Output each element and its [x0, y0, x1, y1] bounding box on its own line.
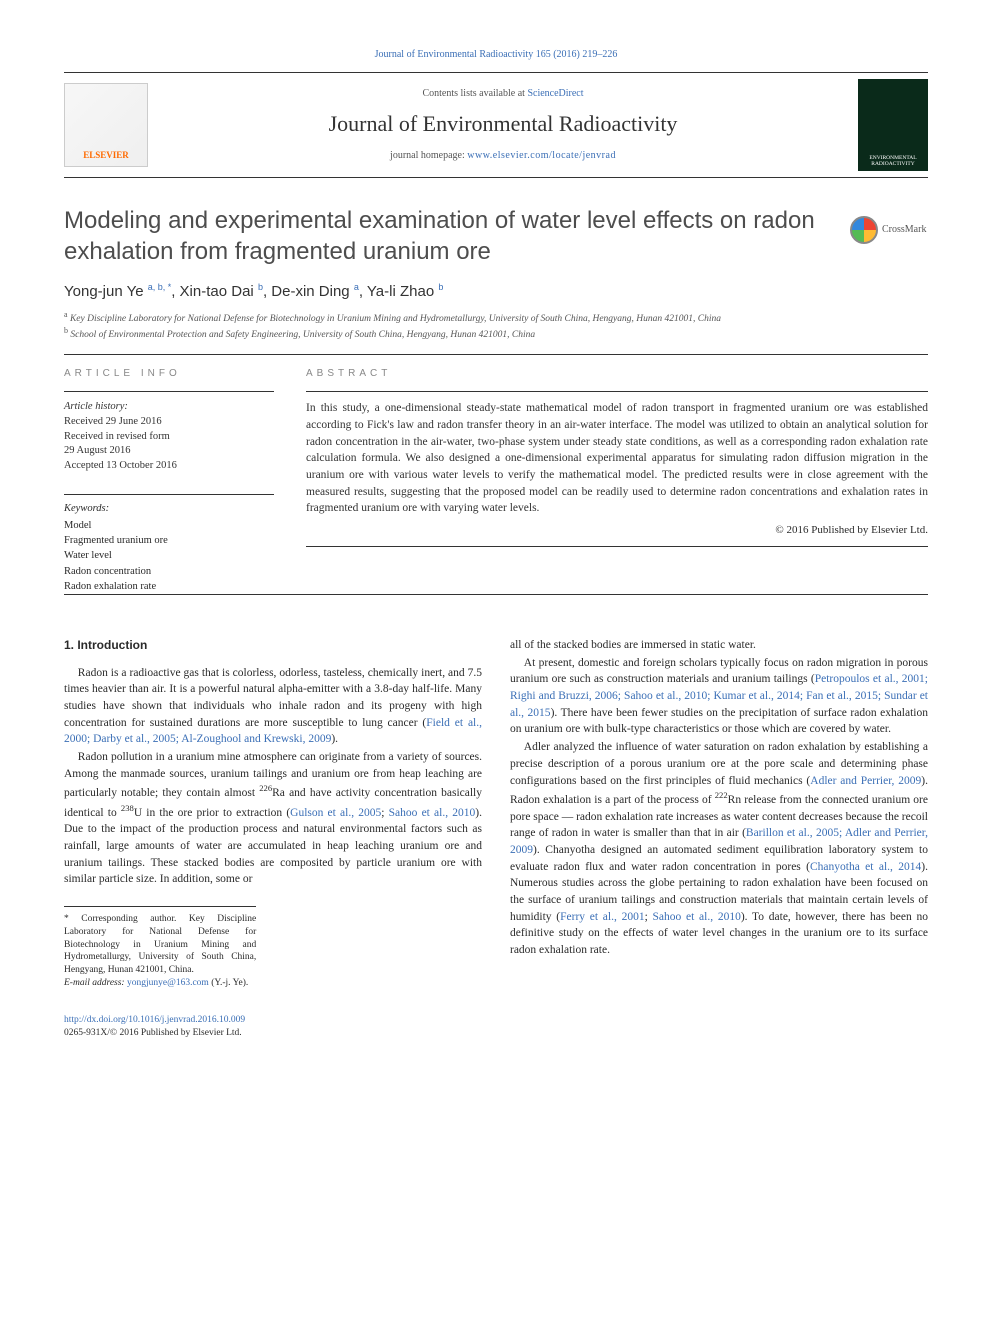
running-head: Journal of Environmental Radioactivity 1… — [64, 48, 928, 62]
history-block: Article history: Received 29 June 2016 R… — [64, 400, 274, 473]
issn-line: 0265-931X/© 2016 Published by Elsevier L… — [64, 1028, 242, 1038]
affiliations: a a Key Discipline Laboratory for Nation… — [64, 310, 928, 342]
doi-block: http://dx.doi.org/10.1016/j.jenvrad.2016… — [64, 1014, 482, 1040]
keyword: Water level — [64, 548, 274, 563]
crossmark-label: CrossMark — [882, 223, 926, 237]
keywords-label: Keywords: — [64, 501, 274, 516]
masthead-center: Contents lists available at ScienceDirec… — [148, 87, 858, 164]
citation-link[interactable]: Sahoo et al., 2010 — [653, 911, 741, 923]
crossmark-icon — [850, 216, 878, 244]
journal-homepage-link[interactable]: www.elsevier.com/locate/jenvrad — [467, 150, 616, 161]
citation-link[interactable]: Sahoo et al., 2010 — [389, 807, 476, 819]
history-line: Received 29 June 2016 — [64, 415, 274, 430]
citation-link[interactable]: Adler and Perrier, 2009 — [810, 775, 921, 787]
contents-prefix: Contents lists available at — [422, 88, 527, 99]
abstract: ABSTRACT In this study, a one-dimensiona… — [306, 367, 928, 594]
sciencedirect-link[interactable]: ScienceDirect — [527, 88, 583, 99]
paragraph: Radon is a radioactive gas that is color… — [64, 665, 482, 748]
history-line: Accepted 13 October 2016 — [64, 459, 274, 474]
email-link[interactable]: yongjunye@163.com — [127, 978, 209, 988]
keywords-block: Keywords: Model Fragmented uranium ore W… — [64, 494, 274, 594]
divider — [306, 546, 928, 547]
footnotes: * Corresponding author. Key Discipline L… — [64, 906, 256, 990]
crossmark-badge[interactable]: CrossMark — [850, 210, 928, 250]
title-block: Modeling and experimental examination of… — [64, 206, 928, 267]
paragraph: all of the stacked bodies are immersed i… — [510, 637, 928, 654]
author-list: Yong-jun Ye a, b, *, Xin-tao Dai b, De-x… — [64, 281, 928, 302]
article-title: Modeling and experimental examination of… — [64, 206, 844, 267]
section-heading: 1. Introduction — [64, 637, 482, 654]
keyword: Radon concentration — [64, 564, 274, 579]
article-info: ARTICLE INFO Article history: Received 2… — [64, 367, 274, 594]
affiliation: b b School of Environmental Protection a… — [64, 326, 928, 342]
article-info-heading: ARTICLE INFO — [64, 367, 274, 381]
publisher-logo-text: ELSEVIER — [83, 149, 129, 162]
divider — [64, 494, 274, 495]
divider — [64, 354, 928, 355]
homepage-prefix: journal homepage: — [390, 150, 467, 161]
keyword: Model — [64, 518, 274, 533]
info-abstract-row: ARTICLE INFO Article history: Received 2… — [64, 367, 928, 594]
history-line: 29 August 2016 — [64, 444, 274, 459]
journal-cover: ENVIRONMENTAL RADIOACTIVITY — [858, 79, 928, 171]
abstract-heading: ABSTRACT — [306, 367, 928, 381]
history-label: Article history: — [64, 400, 274, 415]
citation-link[interactable]: Ferry et al., 2001 — [560, 911, 644, 923]
contents-line: Contents lists available at ScienceDirec… — [148, 87, 858, 101]
masthead: ELSEVIER Contents lists available at Sci… — [64, 72, 928, 178]
abstract-text: In this study, a one-dimensional steady-… — [306, 400, 928, 517]
cover-label: ENVIRONMENTAL RADIOACTIVITY — [862, 155, 924, 167]
journal-title: Journal of Environmental Radioactivity — [148, 109, 858, 140]
divider — [64, 391, 274, 392]
paragraph: Adler analyzed the influence of water sa… — [510, 739, 928, 959]
paragraph: Radon pollution in a uranium mine atmosp… — [64, 749, 482, 888]
email-line: E-mail address: yongjunye@163.com (Y.-j.… — [64, 977, 256, 990]
journal-homepage-line: journal homepage: www.elsevier.com/locat… — [148, 149, 858, 163]
copyright: © 2016 Published by Elsevier Ltd. — [306, 523, 928, 538]
publisher-logo: ELSEVIER — [64, 83, 148, 167]
article-body: 1. Introduction Radon is a radioactive g… — [64, 637, 928, 1039]
divider — [64, 594, 928, 595]
keyword: Fragmented uranium ore — [64, 533, 274, 548]
citation-link[interactable]: Gulson et al., 2005 — [290, 807, 381, 819]
paragraph: At present, domestic and foreign scholar… — [510, 655, 928, 738]
citation-link[interactable]: Chanyotha et al., 2014 — [810, 861, 921, 873]
history-line: Received in revised form — [64, 430, 274, 445]
keyword: Radon exhalation rate — [64, 579, 274, 594]
divider — [306, 391, 928, 392]
affiliation: a a Key Discipline Laboratory for Nation… — [64, 310, 928, 326]
corresponding-author: * Corresponding author. Key Discipline L… — [64, 913, 256, 977]
doi-link[interactable]: http://dx.doi.org/10.1016/j.jenvrad.2016… — [64, 1015, 245, 1025]
running-head-link[interactable]: Journal of Environmental Radioactivity 1… — [375, 49, 618, 60]
